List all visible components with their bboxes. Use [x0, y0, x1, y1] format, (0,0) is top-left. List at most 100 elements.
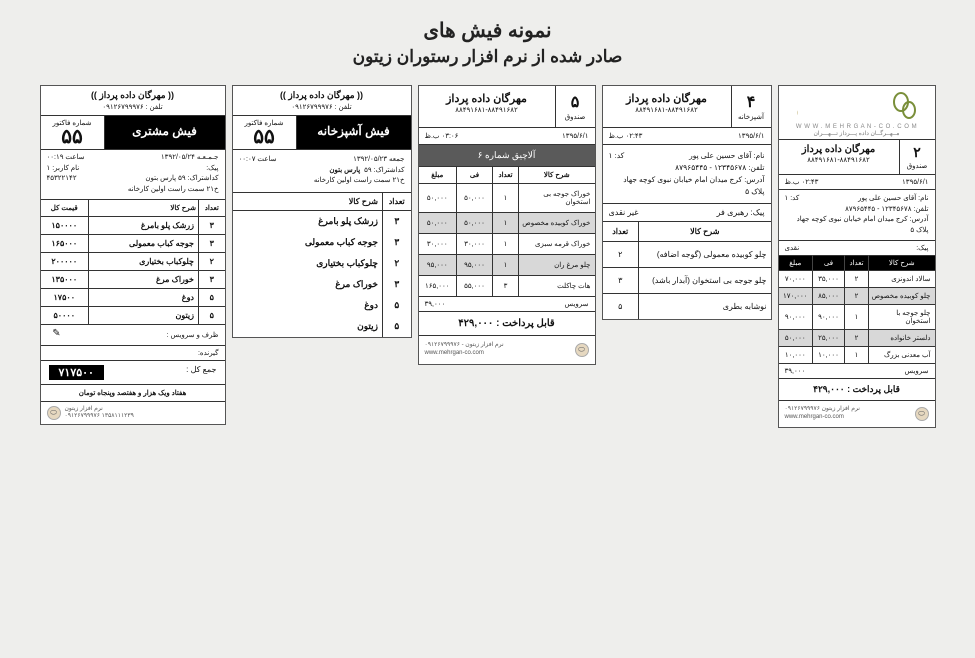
r1-f2: www.mehrgan-co.com	[785, 414, 844, 420]
r2-th2: تعداد	[603, 222, 639, 242]
r5-f2: ۰۹۱۲۶۷۹۹۹۷۶	[65, 413, 100, 419]
table-row: چلو کوبیده معمولی (گوجه اضافه)۲	[603, 242, 771, 268]
signature-icon: ✎	[47, 328, 67, 342]
r5-sig: گیرنده:	[198, 349, 219, 357]
r1-logo-sub2: مــهــرگــان داده پـــرداز تـــهـــران	[787, 130, 927, 137]
table-row: ۵زیتون۵۰۰۰۰	[41, 307, 225, 325]
r3-ph: ۸۸۴۹۱۶۸۱-۸۸۴۹۱۶۸۲	[455, 107, 518, 114]
r4-name: پارس بتون	[329, 167, 360, 174]
r2-co: مهرگان داده پرداز	[605, 92, 729, 105]
r5-table: تعدادشرح کالاقیمت کل ۳زرشک پلو بامرغ۱۵۰۰…	[41, 199, 225, 325]
r1-time: ۰۲:۴۳ ب.ظ	[785, 178, 819, 186]
r1-th1: شرح کالا	[869, 256, 935, 271]
receipt-customer-55: (( مهرگان داده پرداز )) تلفن : ۰۹۱۲۶۷۹۹۹…	[40, 85, 226, 425]
r1-date: ۱۳۹۵/۶/۱	[902, 178, 928, 186]
r5-words: هفتاد ویک هزار و هفتصد وپنجاه تومان	[41, 385, 225, 402]
r4-time: ساعت ۰۰:۰۷	[239, 155, 277, 166]
r3-th2: تعداد	[493, 167, 519, 184]
r3-f2: www.mehrgan-co.com	[425, 350, 484, 356]
r2-date: ۱۳۹۵/۶/۱	[738, 132, 764, 140]
table-row: ۵زیتون	[233, 316, 411, 337]
r1-th3: فی	[813, 256, 845, 271]
r2-num: ۴	[734, 92, 769, 112]
r3-num-lbl: صندوق	[565, 114, 586, 121]
r3-table: شرح کالاتعدادفیمبلغ خوراک جوجه بی استخوا…	[419, 167, 595, 297]
title-line2: صادر شده از نرم افزار رستوران زیتون	[0, 47, 975, 67]
r1-tot-v: ۴۲۹,۰۰۰	[813, 384, 845, 394]
r5-gtot-lbl: جمع کل :	[186, 365, 216, 380]
r3-th4: مبلغ	[419, 167, 457, 184]
table-row: ۳زرشک پلو بامرغ	[233, 210, 411, 232]
r1-num: ۲	[902, 144, 933, 161]
table-row: ۳جوجه کباب معمولی۱۶۵۰۰۰	[41, 235, 225, 253]
r5-bno: ۵۵	[43, 127, 102, 147]
r5-pk: پیک:	[206, 164, 218, 175]
r1-tot-l: قابل پرداخت :	[847, 384, 900, 394]
table-row: چلو کوبیده مخصوص۲۸۵,۰۰۰۱۷۰,۰۰۰	[779, 288, 935, 305]
r5-code: کداشتراک: ۵۹	[178, 175, 218, 182]
svg-text:مهرگان: مهرگان	[797, 93, 799, 123]
r5-f1: نرم افزار زیتون	[65, 406, 103, 412]
r1-pay-m: نقدی	[785, 244, 800, 252]
table-row: نوشابه بطری۵	[603, 294, 771, 320]
table-row: ۵دوغ	[233, 295, 411, 316]
r5-band-label: فیش مشتری	[105, 116, 225, 149]
r1-svc-v: ۳۹,۰۰۰	[785, 367, 806, 375]
r2-time: ۰۲:۴۳ ب.ظ	[609, 132, 643, 140]
r5-name: پارس بتون	[145, 175, 176, 182]
table-row: ۲چلوکباب بختیاری	[233, 253, 411, 274]
table-row: هات چاکلت۳۵۵,۰۰۰۱۶۵,۰۰۰	[419, 276, 595, 297]
table-row: خوراک کوبیده مخصوص۱۵۰,۰۰۰۵۰,۰۰۰	[419, 213, 595, 234]
r2-table: شرح کالاتعداد چلو کوبیده معمولی (گوجه اض…	[603, 221, 771, 319]
r5-time: ساعت ۰۰:۱۹	[47, 153, 85, 164]
r2-th1: شرح کالا	[639, 222, 771, 242]
r1-th4: مبلغ	[779, 256, 813, 271]
receipt-cashier-5: ۵ صندوق مهرگان داده پرداز ۸۸۴۹۱۶۸۱-۸۸۴۹۱۶۸…	[418, 85, 596, 365]
table-row: ۳جوجه کباب معمولی	[233, 232, 411, 253]
r5-sub-lbl: ظرف و سرویس :	[167, 331, 219, 339]
table-row: خوراک جوجه بی استخوان۱۵۰,۰۰۰۵۰,۰۰۰	[419, 184, 595, 213]
table-row: سالاد اندونزی۲۳۵,۰۰۰۷۰,۰۰۰	[779, 271, 935, 288]
r2-num-lbl: آشپزخانه	[738, 114, 764, 121]
r4-addr: خ۲۱ سمت راست اولین کارخانه	[239, 176, 405, 187]
table-row: چلو مرغ ران۱۹۵,۰۰۰۹۵,۰۰۰	[419, 255, 595, 276]
olive-icon: ⬭	[575, 343, 589, 357]
r5-th1: تعداد	[199, 200, 225, 217]
table-row: دلستر خانواده۲۲۵,۰۰۰۵۰,۰۰۰	[779, 330, 935, 347]
r4-table: تعدادشرح کالا ۳زرشک پلو بامرغ ۳جوجه کباب…	[233, 192, 411, 337]
table-row: خوراک قرمه سبزی۱۳۰,۰۰۰۳۰,۰۰۰	[419, 234, 595, 255]
r5-user: نام کاربر: ۱	[47, 164, 80, 175]
table-row: ۵دوغ۱۷۵۰۰	[41, 289, 225, 307]
receipts-row: (( مهرگان داده پرداز )) تلفن : ۰۹۱۲۶۷۹۹۹…	[0, 67, 975, 428]
receipt-kitchen-4: ۴آشپزخانه مهرگان داده پرداز۸۸۴۹۱۶۸۱-۸۸۴۹…	[602, 85, 772, 320]
table-row: آب معدنی بزرگ۱۱۰,۰۰۰۱۰,۰۰۰	[779, 347, 935, 364]
r3-ala: آلاچیق شماره ۶	[419, 144, 595, 167]
table-row: چلو جوجه بی استخوان (آبدار باشد)۳	[603, 268, 771, 294]
table-row: ۳زرشک پلو بامرغ۱۵۰۰۰۰	[41, 217, 225, 235]
r3-num: ۵	[558, 92, 593, 112]
table-row: ۳خوراک مرغ	[233, 274, 411, 295]
r3-co: مهرگان داده پرداز	[421, 92, 553, 105]
r5-th3: قیمت کل	[41, 200, 89, 217]
title-line1: نمونه فیش های	[0, 18, 975, 43]
r1-f1: نرم افزار زیتون ۰۹۱۲۶۷۹۹۹۷۶	[785, 406, 860, 412]
r5-th2: شرح کالا	[89, 200, 199, 217]
r3-svc-l: سرویس	[565, 300, 589, 308]
r5-gtot-val: ۷۱۷۵۰۰	[49, 365, 104, 380]
r1-svc-l: سرویس	[905, 367, 929, 375]
table-row: ۳خوراک مرغ۱۳۵۰۰۰	[41, 271, 225, 289]
r1-pay-l: پیک:	[916, 244, 928, 252]
r2-pkm: غیر نقدی	[609, 208, 639, 217]
r4-date: جمعه ۱۳۹۲/۰۵/۲۳	[353, 155, 404, 166]
r5-addr: خ۲۱ سمت راست اولین کارخانه	[47, 185, 219, 196]
r3-time: ۰۳:۰۶ ب.ظ	[425, 132, 459, 140]
table-row: ۲چلوکباب بختیاری۲۰۰۰۰۰	[41, 253, 225, 271]
r3-date: ۱۳۹۵/۶/۱	[562, 132, 588, 140]
r4-bno: ۵۵	[235, 127, 294, 147]
r5-date: جـمـعـه ۱۳۹۲/۰۵/۲۴	[161, 153, 219, 164]
receipt-kitchen-55: (( مهرگان داده پرداز )) تلفن : ۰۹۱۲۶۷۹۹۹…	[232, 85, 412, 338]
r5-f3: ۱۳۵۸۱۱۱۲۳۹	[102, 413, 134, 419]
r3-th3: فی	[457, 167, 493, 184]
r5-mtel: ۴۵۳۲۲۱۴۲	[47, 174, 77, 185]
r1-table: شرح کالاتعدادفیمبلغ سالاد اندونزی۲۳۵,۰۰۰…	[779, 255, 935, 363]
